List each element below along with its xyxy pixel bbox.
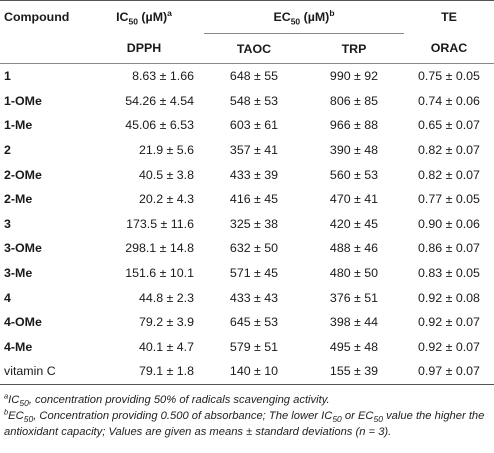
- cell-dpph: 151.6 ± 10.1: [125, 266, 194, 281]
- cell-compound: 2-OMe: [4, 167, 42, 182]
- cell-compound: 2-Me: [4, 192, 33, 207]
- cell-trp: 966 ± 88: [329, 118, 379, 133]
- table-footnotes: aIC50, concentration providing 50% of ra…: [4, 392, 490, 440]
- header-compound: Compound: [4, 10, 70, 25]
- cell-trp: 560 ± 53: [329, 167, 379, 182]
- cell-compound: 1: [4, 69, 11, 84]
- antioxidant-table: Compound IC50 (µM)a EC50 (µM)b TE DPPH T…: [0, 0, 494, 385]
- cell-compound: 4-Me: [4, 339, 33, 354]
- cell-trp: 480 ± 50: [329, 266, 379, 281]
- cell-trp: 155 ± 39: [329, 364, 379, 379]
- cell-dpph: 21.9 ± 5.6: [138, 143, 194, 158]
- cell-taoc: 648 ± 55: [229, 69, 279, 84]
- cell-dpph: 40.1 ± 4.7: [138, 339, 194, 354]
- cell-dpph: 45.06 ± 6.53: [125, 118, 194, 133]
- cell-dpph: 20.2 ± 4.3: [138, 192, 194, 207]
- cell-dpph: 40.5 ± 3.8: [138, 167, 194, 182]
- cell-dpph: 79.1 ± 1.8: [138, 364, 194, 379]
- cell-taoc: 325 ± 38: [229, 216, 279, 231]
- cell-orac: 0.90 ± 0.06: [418, 216, 480, 231]
- cell-taoc: 645 ± 53: [229, 315, 279, 330]
- cell-trp: 420 ± 45: [329, 216, 379, 231]
- cell-compound: 2: [4, 143, 11, 158]
- cell-trp: 376 ± 51: [329, 290, 379, 305]
- cell-taoc: 579 ± 51: [229, 339, 279, 354]
- cell-trp: 470 ± 41: [329, 192, 379, 207]
- cell-taoc: 357 ± 41: [229, 143, 279, 158]
- cell-orac: 0.92 ± 0.07: [418, 315, 480, 330]
- cell-trp: 488 ± 46: [329, 241, 379, 256]
- cell-dpph: 8.63 ± 1.66: [132, 69, 194, 84]
- cell-taoc: 571 ± 45: [229, 266, 279, 281]
- cell-compound: 1-OMe: [4, 93, 42, 108]
- cell-trp: 806 ± 85: [329, 93, 379, 108]
- cell-dpph: 54.26 ± 4.54: [125, 93, 194, 108]
- cell-trp: 390 ± 48: [329, 143, 379, 158]
- cell-taoc: 433 ± 39: [229, 167, 279, 182]
- cell-dpph: 79.2 ± 3.9: [138, 315, 194, 330]
- cell-orac: 0.86 ± 0.07: [418, 241, 480, 256]
- cell-orac: 0.75 ± 0.05: [418, 69, 480, 84]
- cell-taoc: 632 ± 50: [229, 241, 279, 256]
- cell-taoc: 603 ± 61: [229, 118, 279, 133]
- cell-orac: 0.77 ± 0.05: [418, 192, 480, 207]
- header-orac: ORAC: [430, 41, 468, 56]
- cell-taoc: 140 ± 10: [229, 364, 279, 379]
- cell-orac: 0.92 ± 0.07: [418, 339, 480, 354]
- cell-orac: 0.83 ± 0.05: [418, 266, 480, 281]
- cell-orac: 0.65 ± 0.07: [418, 118, 480, 133]
- header-trp: TRP: [341, 41, 367, 56]
- cell-orac: 0.82 ± 0.07: [418, 167, 480, 182]
- header-dpph: DPPH: [126, 41, 162, 56]
- cell-trp: 398 ± 44: [329, 315, 379, 330]
- cell-compound: 1-Me: [4, 118, 33, 133]
- cell-orac: 0.92 ± 0.08: [418, 290, 480, 305]
- cell-compound: 3-Me: [4, 266, 33, 281]
- header-ec50: EC50 (µM)b: [204, 0, 404, 34]
- footnote-a: aIC50, concentration providing 50% of ra…: [4, 391, 330, 409]
- cell-orac: 0.82 ± 0.07: [418, 143, 480, 158]
- cell-trp: 495 ± 48: [329, 339, 379, 354]
- cell-compound: 3: [4, 216, 11, 231]
- cell-compound: 4: [4, 290, 11, 305]
- cell-trp: 990 ± 92: [329, 69, 379, 84]
- header-te: TE: [441, 10, 457, 25]
- cell-orac: 0.97 ± 0.07: [418, 364, 480, 379]
- header-taoc: TAOC: [236, 41, 272, 56]
- cell-compound: 4-OMe: [4, 315, 42, 330]
- cell-dpph: 298.1 ± 14.8: [125, 241, 194, 256]
- header-ic50: IC50 (µM)a: [116, 8, 172, 27]
- cell-orac: 0.74 ± 0.06: [418, 93, 480, 108]
- cell-compound: vitamin C: [4, 364, 56, 379]
- footnote-b: bEC50, Concentration providing 0.500 of …: [4, 407, 485, 438]
- cell-dpph: 173.5 ± 11.6: [126, 216, 194, 231]
- cell-taoc: 548 ± 53: [229, 93, 279, 108]
- cell-taoc: 433 ± 43: [229, 290, 279, 305]
- cell-compound: 3-OMe: [4, 241, 42, 256]
- cell-taoc: 416 ± 45: [229, 192, 279, 207]
- cell-dpph: 44.8 ± 2.3: [138, 290, 194, 305]
